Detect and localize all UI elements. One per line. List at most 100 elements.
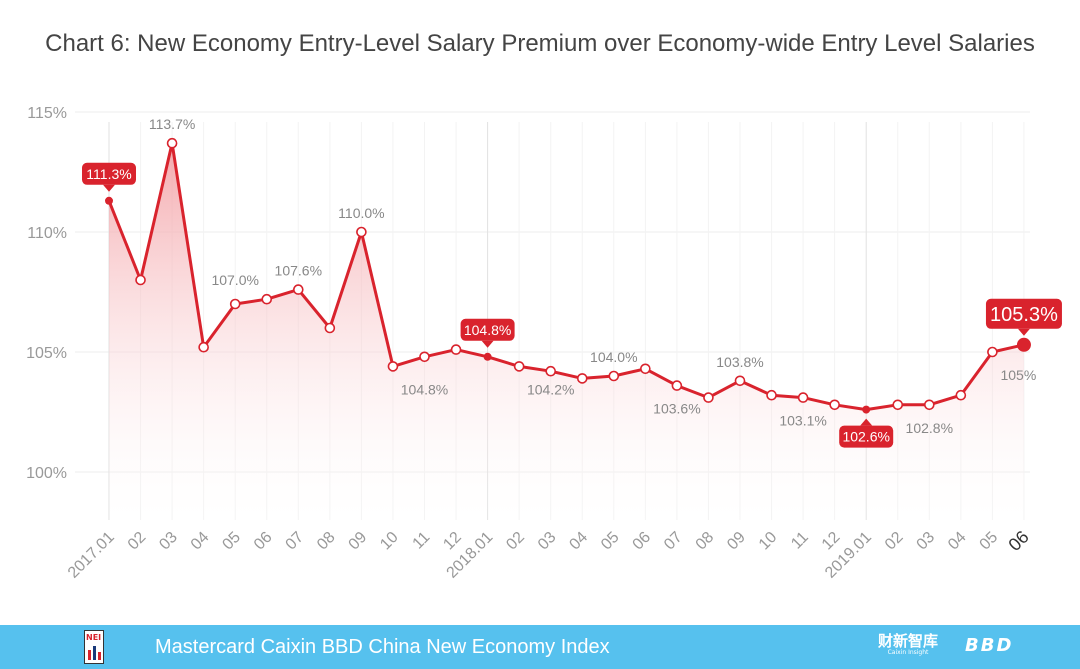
data-point <box>483 352 492 361</box>
data-point <box>829 399 840 411</box>
data-point <box>135 274 146 286</box>
data-label: 103.1% <box>779 413 826 429</box>
x-tick-label: 09 <box>346 529 371 554</box>
x-tick-label: 04 <box>566 529 591 554</box>
data-point <box>797 392 809 403</box>
caixin-logo-text: 财新智库 <box>878 632 939 650</box>
x-tick-label: 09 <box>724 529 749 554</box>
y-axis: 100% 105% 110% 115% <box>26 105 67 482</box>
data-point <box>1016 337 1031 352</box>
data-label: 103.8% <box>716 354 763 370</box>
data-labels: 113.7% 107.0% 107.6% 110.0% 104.8% 104.2% 104.… <box>149 116 1036 436</box>
data-label: 103.6% <box>653 401 700 417</box>
callout-text: 104.8% <box>464 322 511 338</box>
data-point <box>608 370 620 382</box>
x-tick-label: 07 <box>661 529 686 554</box>
data-label: 102.8% <box>906 420 953 436</box>
callout-box <box>839 425 894 448</box>
data-label: 107.0% <box>211 272 258 288</box>
callout-text: 111.3% <box>86 166 131 182</box>
data-point <box>356 226 367 238</box>
data-point <box>640 363 651 375</box>
data-point <box>419 351 430 363</box>
data-point <box>513 361 525 372</box>
callout-pointer <box>103 184 115 192</box>
data-label: 105% <box>1000 367 1036 383</box>
x-tick-label: 03 <box>914 529 939 554</box>
x-tick-label: 04 <box>945 529 970 554</box>
callout-pointer <box>860 418 873 426</box>
callout-box <box>82 162 136 185</box>
data-label: 104.0% <box>590 349 637 365</box>
caixin-logo: 财新智库 Caixin Insight <box>878 633 938 657</box>
x-tick-label: 06 <box>251 529 276 554</box>
callout-box <box>460 318 515 341</box>
callout: 102.6% <box>839 418 894 448</box>
data-label: 110.0% <box>338 205 384 221</box>
x-tick-label: 06 <box>1004 527 1032 555</box>
data-point <box>862 405 871 414</box>
data-point <box>987 346 998 358</box>
data-point <box>292 284 304 295</box>
callout-pointer <box>1017 328 1030 336</box>
series-line <box>107 141 1025 412</box>
data-point <box>545 365 557 377</box>
x-tick-label: 2017.01 <box>65 529 118 582</box>
y-tick-label: 115% <box>27 105 67 122</box>
callout: 111.3% <box>82 162 136 192</box>
area-fill <box>109 143 1024 520</box>
data-points <box>105 137 1031 414</box>
x-tick-label: 05 <box>977 529 1002 554</box>
x-tick-label: 03 <box>156 529 181 554</box>
data-point <box>734 375 746 387</box>
callout-text: 105.3% <box>990 304 1058 326</box>
callout-box <box>985 298 1062 329</box>
data-label: 113.7% <box>149 116 195 132</box>
footer-bar: NEI Mastercard Caixin BBD China New Econ… <box>0 625 1080 669</box>
data-point <box>229 298 241 310</box>
x-tick-label: 10 <box>377 529 402 554</box>
data-point <box>892 399 904 411</box>
chart-area: 100%105%110%115% 2017.01 02 03 04 05 06 07 08 09… <box>26 105 1062 582</box>
y-tick-label: 110% <box>27 225 67 242</box>
callouts: 111.3% 104.8% 102.6% 105.3% <box>82 162 1062 448</box>
callout: 105.3% <box>985 298 1062 336</box>
x-tick-label: 12 <box>819 529 844 554</box>
x-tick-label: 08 <box>693 529 718 554</box>
y-tick-label: 105% <box>26 345 67 362</box>
x-tick-label: 06 <box>630 529 655 554</box>
data-point <box>576 373 588 384</box>
nei-logo: NEI <box>84 630 104 664</box>
callout: 104.8% <box>460 318 515 348</box>
x-tick-label: 11 <box>788 529 812 553</box>
x-tick-label: 02 <box>503 529 528 554</box>
x-tick-label: 05 <box>598 529 623 554</box>
caixin-logo-sub: Caixin Insight <box>887 649 929 656</box>
x-tick-label: 05 <box>219 529 244 554</box>
data-point <box>198 341 209 353</box>
callout-pointer <box>481 340 494 348</box>
footer-title: Mastercard Caixin BBD China New Economy … <box>155 636 610 658</box>
x-tick-label: 11 <box>410 529 434 553</box>
x-tick-label: 03 <box>535 529 560 554</box>
data-point <box>703 392 714 403</box>
callout-text: 102.6% <box>842 429 889 445</box>
data-label: 104.2% <box>527 381 574 397</box>
data-point <box>387 361 399 372</box>
data-point <box>261 293 273 305</box>
data-label: 104.8% <box>401 381 448 397</box>
bbd-logo: BBD <box>965 635 1014 656</box>
data-point <box>671 380 683 391</box>
x-tick-label: 10 <box>756 529 781 554</box>
chart-title: Chart 6: New Economy Entry-Level Salary … <box>45 30 1035 57</box>
data-point <box>105 196 113 205</box>
nei-logo-text: NEI <box>86 633 102 642</box>
x-tick-label: 07 <box>283 529 308 554</box>
data-point <box>766 389 777 401</box>
x-tick-label: 02 <box>882 529 907 554</box>
data-point <box>923 399 935 411</box>
data-point <box>166 137 178 149</box>
x-tick-label: 08 <box>314 529 339 554</box>
data-point <box>324 322 336 334</box>
